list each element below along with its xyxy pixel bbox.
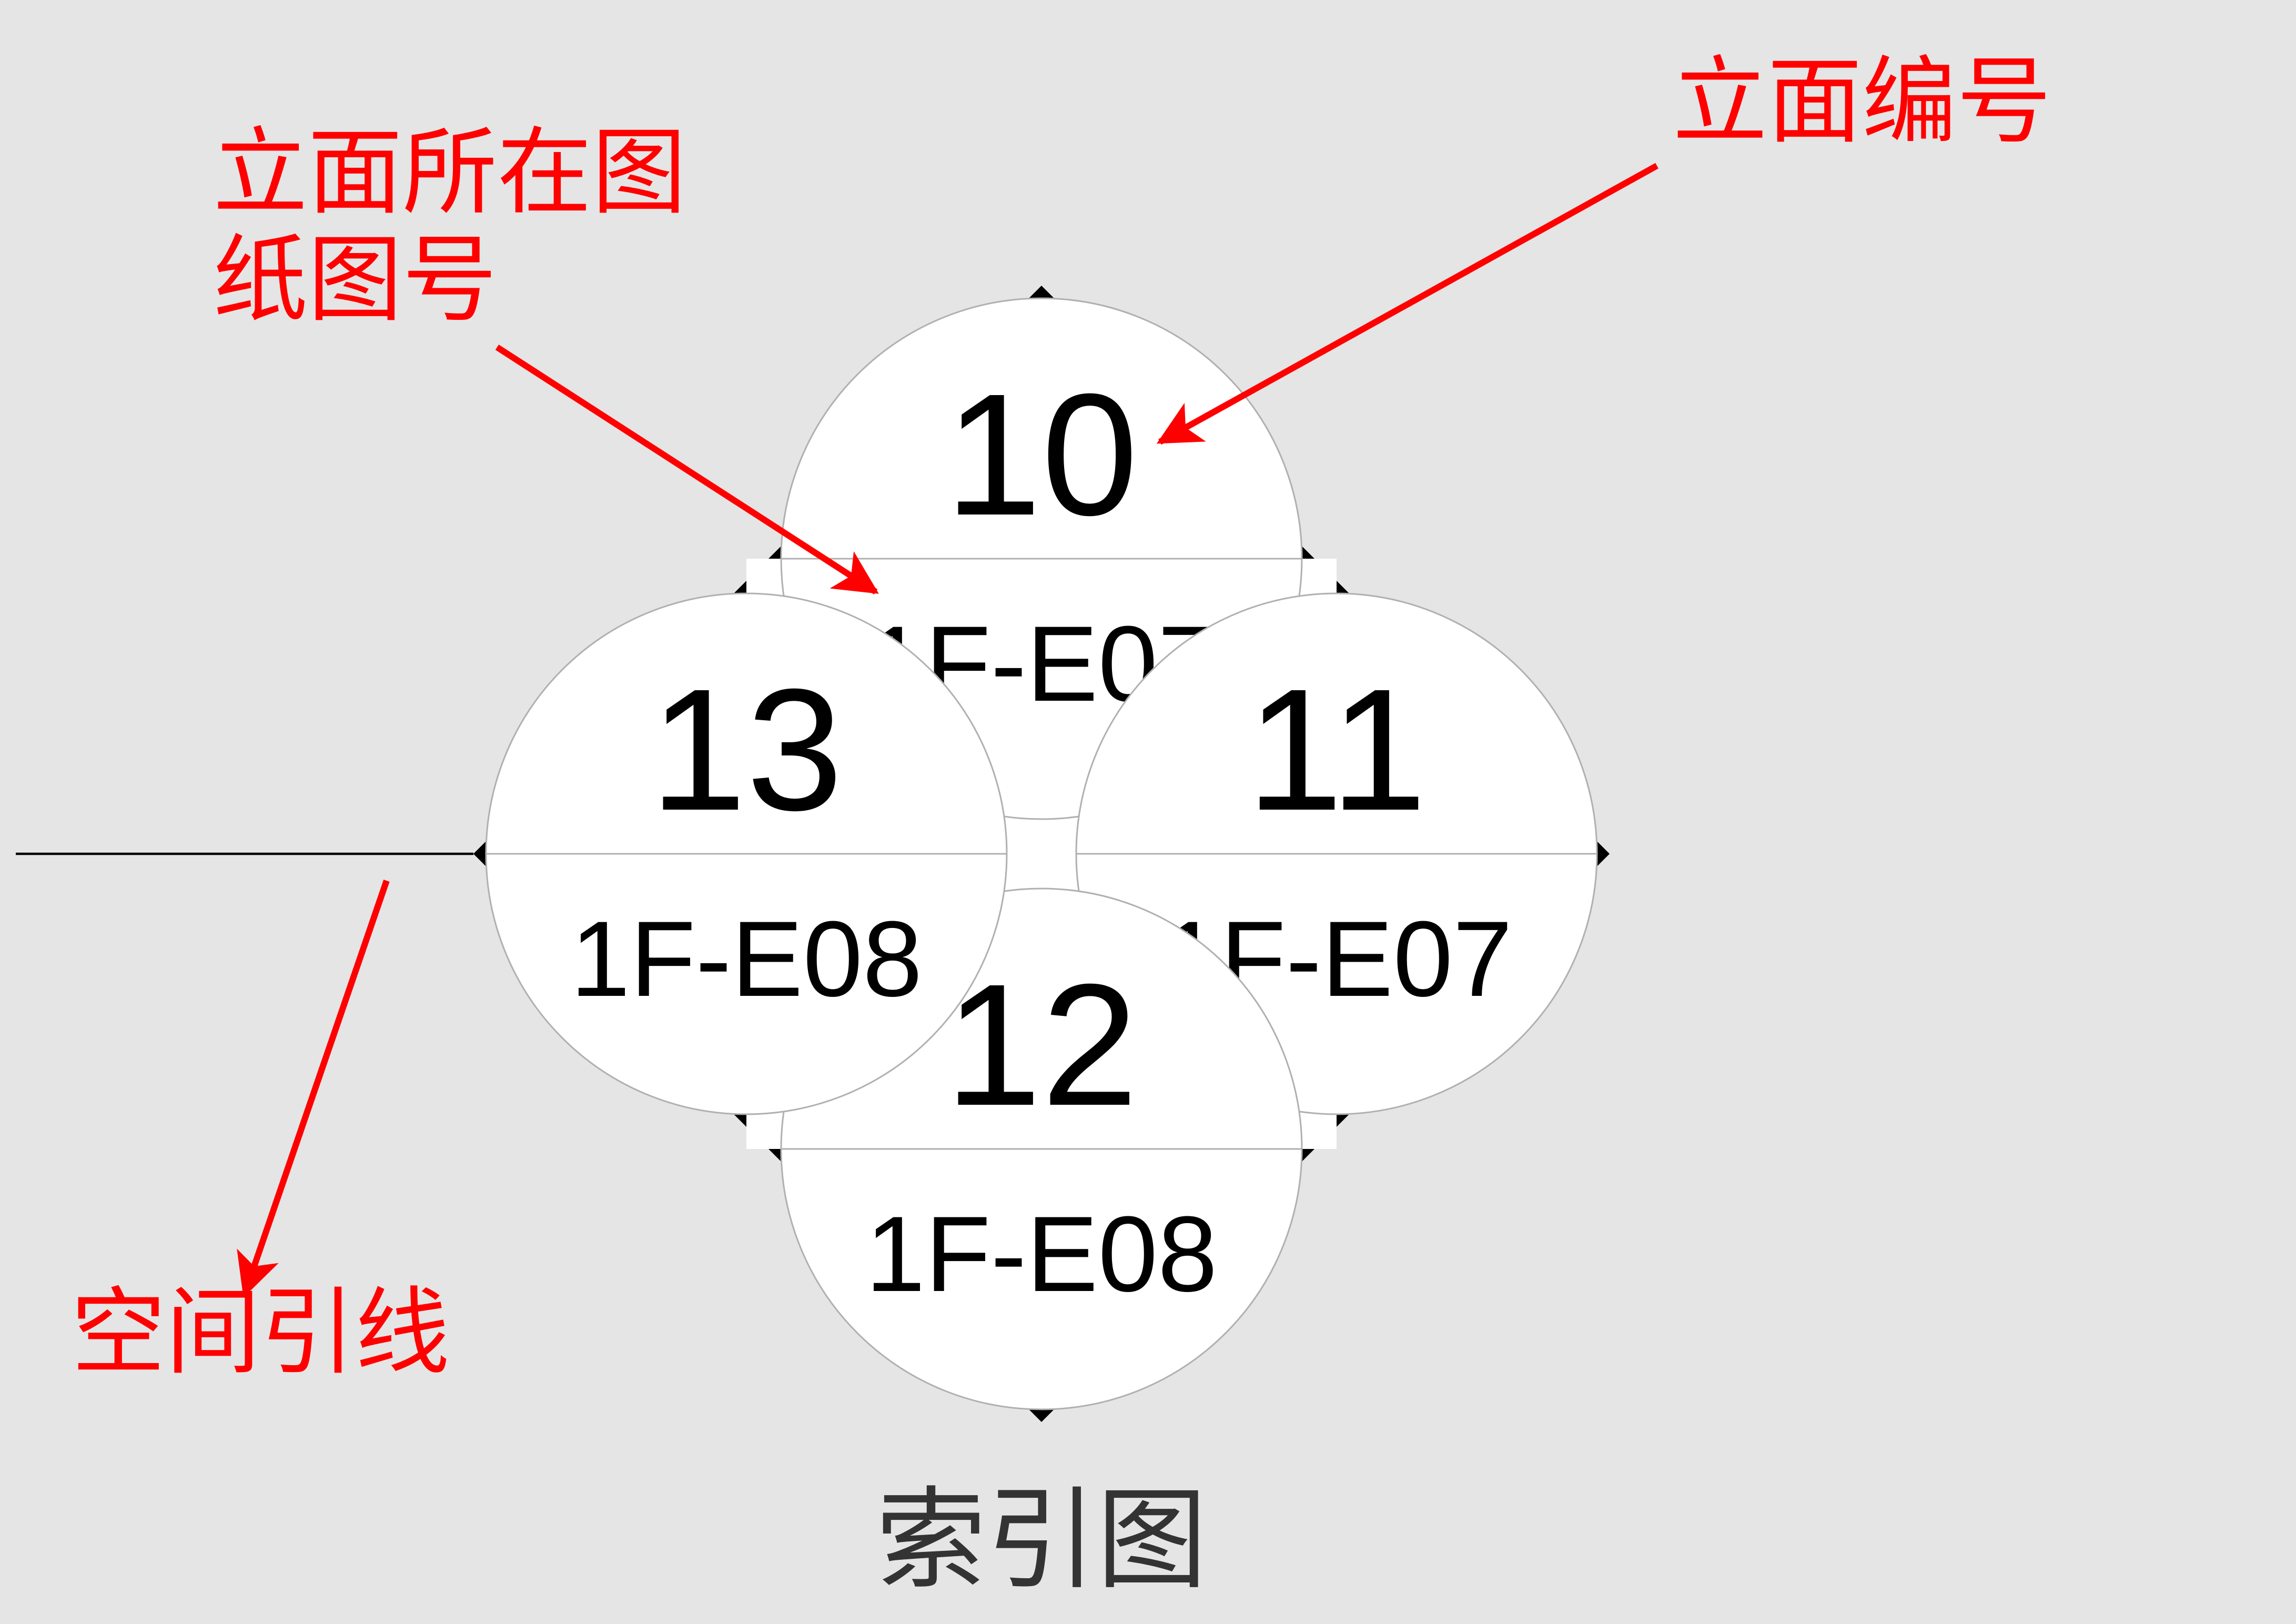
label-drawing-number-line2: 纸图号 bbox=[213, 227, 497, 333]
label-elevation-number: 立面编号 bbox=[1673, 49, 2051, 155]
arrow-leader-line bbox=[245, 881, 387, 1294]
caption-text: 索引图 bbox=[876, 1478, 1207, 1602]
circle-number-right: 11 bbox=[1247, 652, 1427, 846]
label-drawing-number-line1: 立面所在图 bbox=[213, 120, 686, 226]
label-leader-line: 空间引线 bbox=[71, 1280, 450, 1386]
arrow-elevation-number bbox=[1160, 166, 1657, 442]
circle-number-top: 10 bbox=[945, 357, 1138, 551]
circle-code-left: 1F-E08 bbox=[571, 899, 923, 1019]
circle-code-bottom: 1F-E08 bbox=[866, 1194, 1218, 1314]
index-diagram: 101F-E07111F-E07121F-E08131F-E08索引图立面所在图… bbox=[0, 0, 2296, 1624]
circle-number-left: 13 bbox=[650, 652, 843, 846]
index-circle-left: 13 1F-E08 bbox=[486, 593, 1007, 1114]
